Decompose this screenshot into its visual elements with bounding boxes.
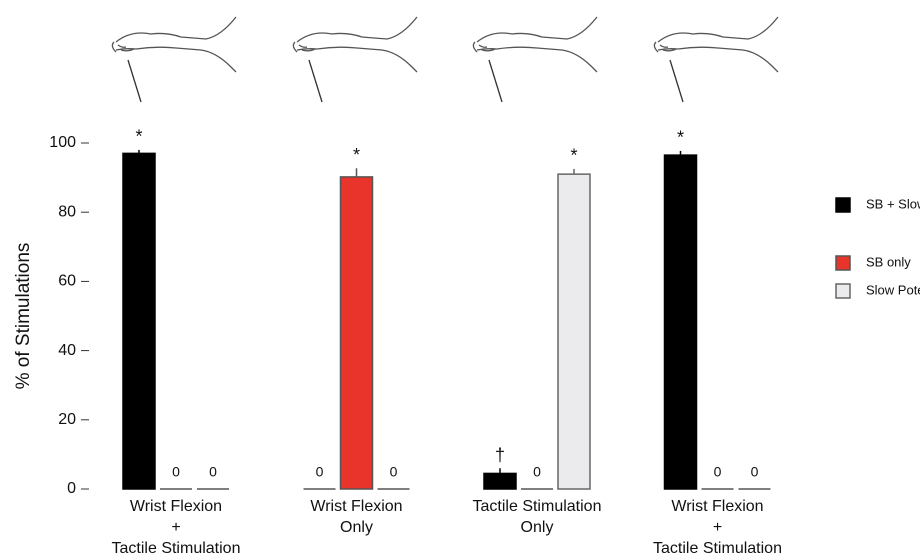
value-label: 0 <box>751 464 759 480</box>
x-tick-label: Wrist Flexion <box>671 498 763 515</box>
x-tick-label: Wrist Flexion <box>130 498 222 515</box>
y-tick-label: 40 <box>58 342 76 359</box>
legend-swatch <box>835 255 851 271</box>
y-tick-label: 60 <box>58 273 76 290</box>
hand-icon <box>111 16 237 103</box>
value-label: 0 <box>316 464 324 480</box>
significance-marker: * <box>570 146 577 166</box>
significance-marker: * <box>135 127 142 147</box>
legend-label: SB only <box>866 254 911 269</box>
x-tick-label: + <box>171 519 180 536</box>
bar <box>663 154 698 490</box>
significance-marker: * <box>677 128 684 148</box>
value-label: 0 <box>390 464 398 480</box>
bar <box>483 472 517 490</box>
y-tick-label: 0 <box>67 480 76 497</box>
legend-label: SB + Slow Potential <box>866 196 920 211</box>
y-tick-label: 80 <box>58 203 76 220</box>
value-label: 0 <box>209 464 217 480</box>
legend-swatch <box>835 197 851 213</box>
x-tick-label: + <box>713 519 722 536</box>
significance-marker: * <box>353 145 360 165</box>
value-label: 0 <box>714 464 722 480</box>
hand-icon <box>472 16 598 103</box>
x-tick-label: Tactile Stimulation <box>473 498 602 515</box>
bar <box>557 173 591 490</box>
x-tick-label: Only <box>521 519 554 536</box>
x-tick-label: Only <box>340 519 373 536</box>
bar <box>339 176 374 490</box>
x-tick-label: Tactile Stimulation <box>653 540 782 557</box>
significance-marker: † <box>495 445 505 465</box>
value-label: 0 <box>172 464 180 480</box>
bar <box>122 152 156 490</box>
legend-swatch <box>835 283 851 299</box>
y-tick-label: 20 <box>58 411 76 428</box>
x-tick-label: Wrist Flexion <box>310 498 402 515</box>
value-label: 0 <box>533 464 541 480</box>
legend-label: Slow Potential only <box>866 282 920 297</box>
hand-icon <box>292 16 418 103</box>
hand-icon <box>653 16 779 103</box>
y-axis-label: % of Stimulations <box>13 243 34 390</box>
y-tick-label: 100 <box>49 134 76 151</box>
x-tick-label: Tactile Stimulation <box>112 540 241 557</box>
